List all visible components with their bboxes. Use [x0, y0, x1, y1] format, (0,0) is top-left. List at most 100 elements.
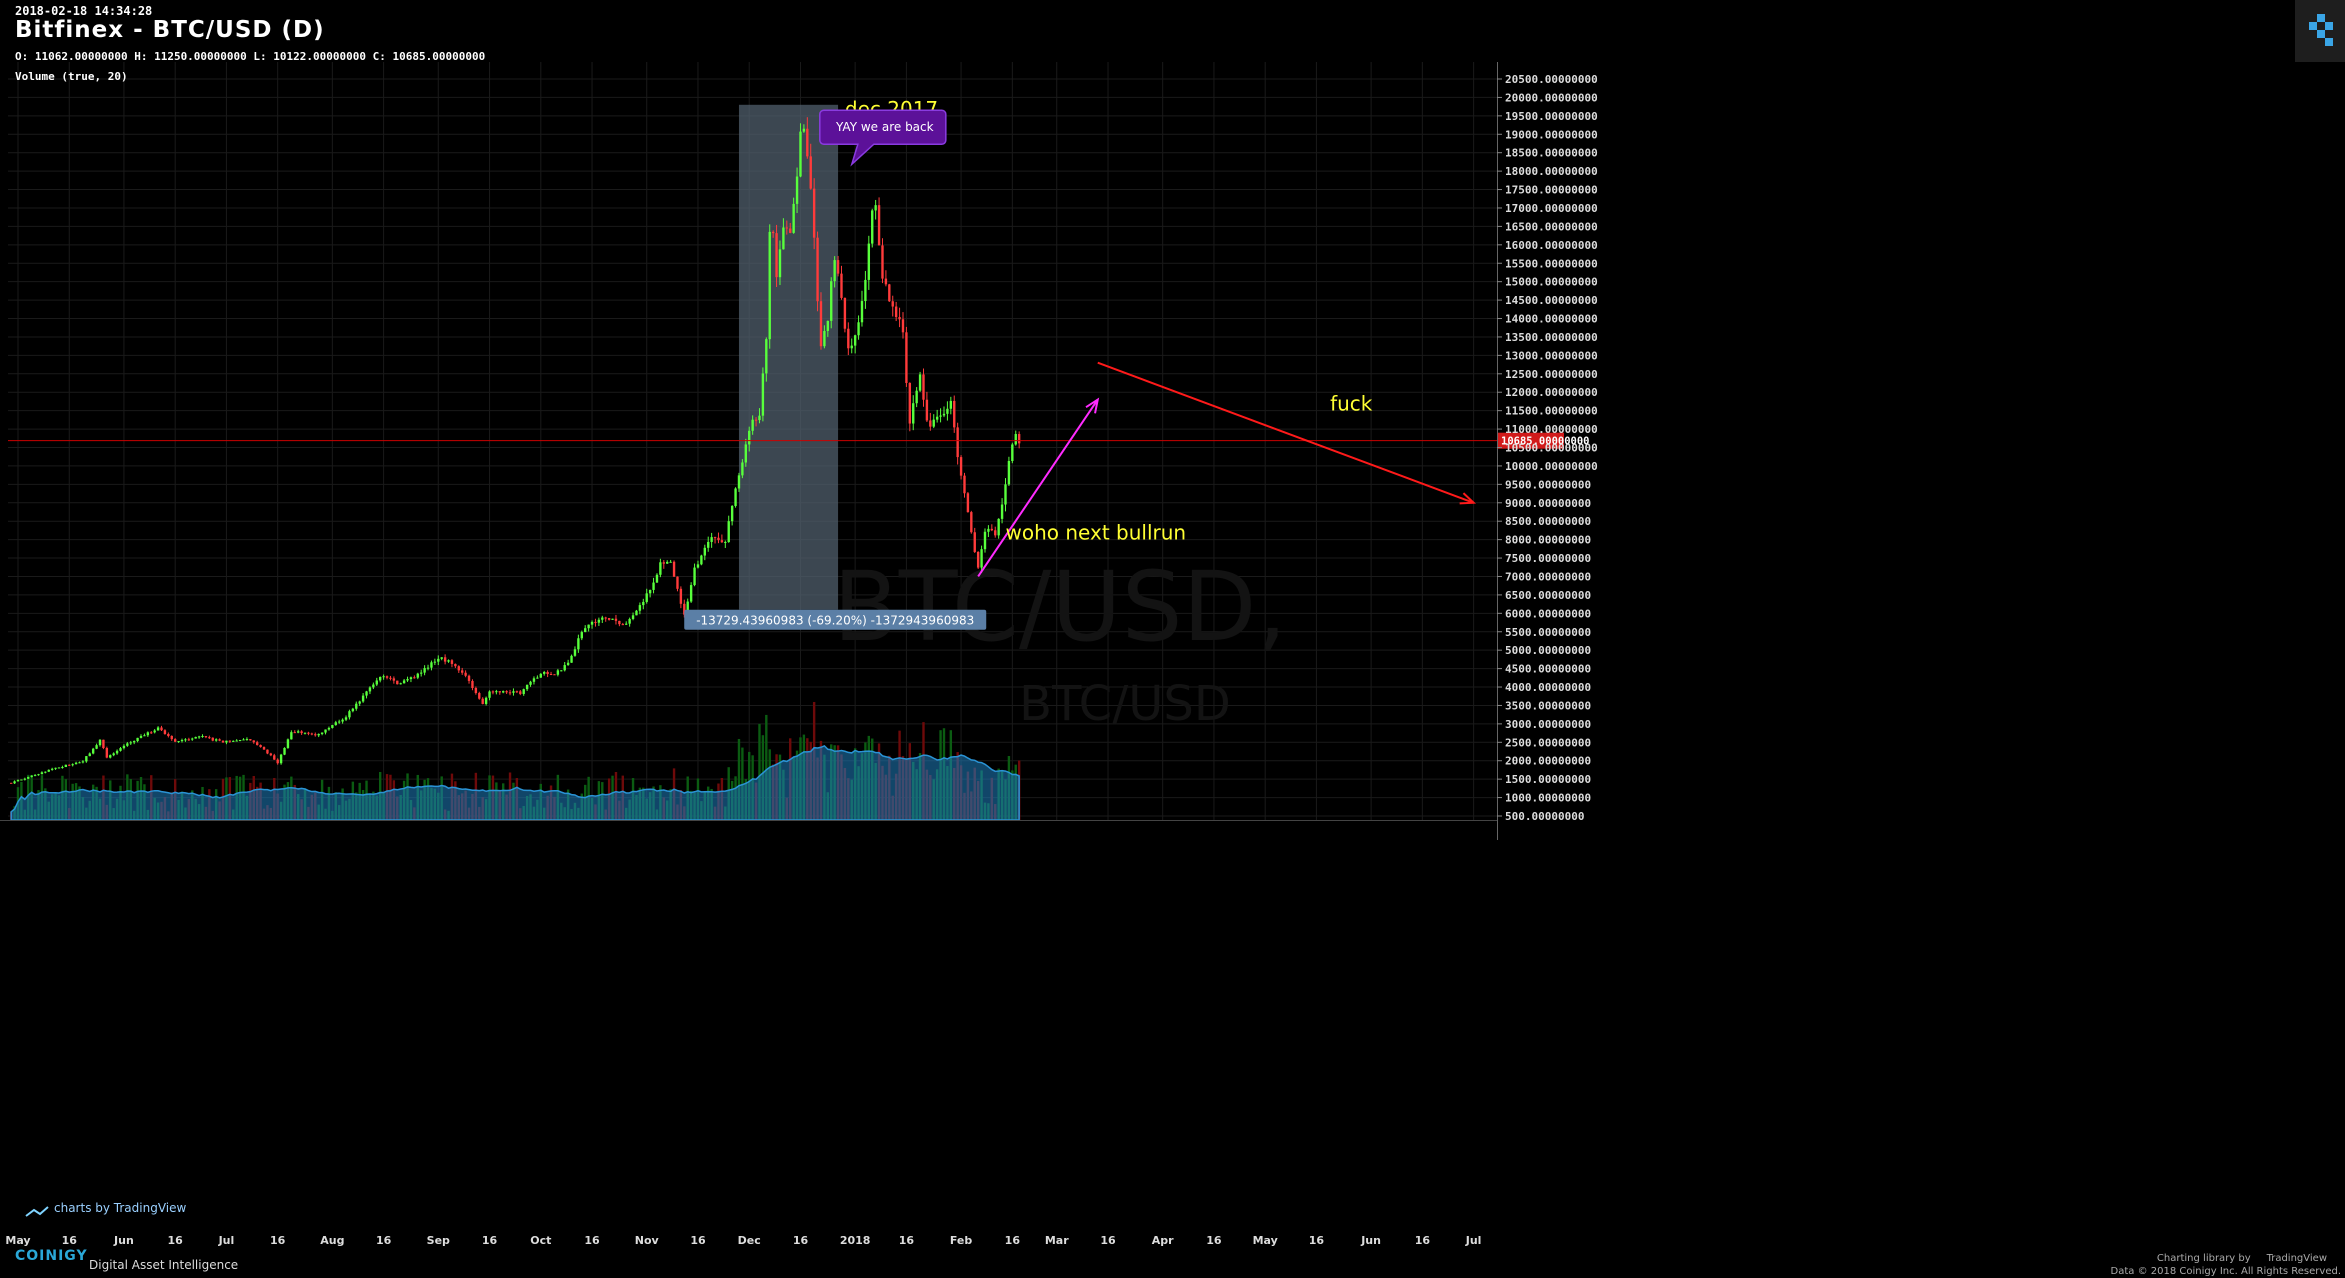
candle-body	[522, 689, 525, 694]
candle-body	[604, 617, 607, 619]
candle-body	[20, 779, 23, 781]
candle-body	[932, 419, 935, 427]
x-tick-label: Jun	[113, 1234, 134, 1247]
y-tick-label: 14000.00000000	[1505, 313, 1598, 326]
candle-body	[792, 203, 795, 233]
coinigy-brand[interactable]: COINIGY	[15, 1248, 88, 1264]
candle-body	[180, 740, 184, 742]
candle-body	[771, 231, 775, 234]
candle-body	[830, 281, 833, 321]
candle-body	[47, 769, 50, 772]
candle-body	[276, 759, 279, 764]
volume-bar	[737, 738, 741, 820]
candle-body	[324, 729, 327, 733]
volume-indicator-label[interactable]: Volume (true, 20)	[15, 70, 128, 83]
x-tick-label: May	[5, 1234, 30, 1247]
candle-body	[857, 322, 860, 336]
candle-body	[980, 549, 983, 568]
candle-body	[560, 670, 563, 672]
y-tick-label: 5500.00000000	[1505, 626, 1591, 639]
candle-body	[683, 603, 686, 615]
x-tick-label: 16	[168, 1234, 184, 1247]
charting-credit-label: Charting library by	[2156, 1253, 2251, 1264]
x-tick-label: 16	[793, 1234, 809, 1247]
charting-credit[interactable]: Charting library by TradingView	[2157, 1253, 2327, 1264]
volume-bar	[741, 747, 744, 820]
candle-body	[440, 657, 443, 659]
candle-body	[378, 676, 382, 681]
candle-body	[789, 228, 792, 233]
y-tick-label: 10000.00000000	[1505, 460, 1598, 473]
x-tick-label: 2018	[840, 1234, 871, 1247]
tradingview-icon	[25, 1206, 49, 1217]
candle-body	[413, 677, 416, 679]
x-tick-label: Aug	[320, 1234, 344, 1247]
candle-body	[700, 555, 703, 565]
x-tick-label: Mar	[1045, 1234, 1069, 1247]
candle-body	[317, 733, 320, 736]
callout-text: YAY we are back	[835, 120, 934, 134]
coinigy-logo-button[interactable]	[2295, 0, 2345, 62]
candle-body	[81, 761, 85, 763]
candle-body	[833, 260, 836, 282]
candle-body	[720, 540, 724, 543]
candle-body	[95, 745, 98, 749]
candle-body	[645, 593, 648, 602]
candle-body	[1011, 444, 1014, 461]
candle-body	[884, 278, 888, 285]
candle-body	[768, 231, 771, 340]
candle-body	[471, 680, 474, 688]
candle-body	[973, 532, 976, 552]
candle-body	[976, 551, 980, 568]
candle-body	[618, 620, 621, 625]
timestamp: 2018-02-18 14:34:28	[15, 4, 153, 18]
x-tick-label: Jul	[1465, 1234, 1482, 1247]
candle-body	[78, 762, 81, 764]
y-tick-label: 10500.00000000	[1505, 442, 1598, 455]
candle-body	[840, 273, 843, 298]
watermark-main: BTC/USD,	[833, 551, 1287, 663]
candle-body	[625, 623, 628, 625]
candle-body	[799, 131, 802, 177]
candle-body	[611, 618, 614, 620]
x-tick-label: Sep	[427, 1234, 450, 1247]
candle-body	[491, 691, 495, 693]
candle-body	[385, 676, 389, 678]
tradingview-name[interactable]: TradingView	[2266, 1253, 2327, 1264]
measure-label-bg	[684, 609, 987, 630]
candle-body	[956, 427, 959, 458]
candle-body	[126, 743, 129, 746]
candle-body	[211, 737, 214, 741]
y-tick-label: 6000.00000000	[1505, 607, 1591, 620]
candle-body	[802, 128, 806, 132]
candle-body	[167, 733, 170, 736]
candle-body	[293, 732, 296, 734]
candle-body	[389, 677, 392, 679]
y-tick-label: 2000.00000000	[1505, 755, 1591, 768]
candle-body	[464, 672, 467, 676]
candle-body	[871, 210, 874, 244]
callout-bubble	[819, 109, 947, 167]
y-tick-label: 18000.00000000	[1505, 165, 1598, 178]
tradingview-badge-label: charts by TradingView	[54, 1201, 186, 1215]
candle-body	[508, 692, 512, 694]
candle-body	[461, 670, 464, 673]
candle-body	[908, 382, 912, 424]
candle-body	[737, 475, 741, 489]
candle-body	[218, 739, 221, 741]
candle-body	[881, 245, 884, 279]
candle-body	[341, 719, 344, 722]
candle-body	[963, 475, 966, 494]
tradingview-badge: charts by TradingView	[25, 1201, 186, 1217]
candle-body	[283, 747, 286, 755]
candle-body	[409, 677, 413, 680]
ohlc-readout: O: 11062.00000000 H: 11250.00000000 L: 1…	[15, 50, 486, 63]
volume-bar	[765, 714, 768, 820]
candle-body	[912, 403, 915, 424]
candle-body	[925, 399, 929, 421]
candle-body	[252, 740, 255, 743]
candle-body	[279, 754, 283, 764]
candle-body	[689, 585, 693, 602]
candle-body	[33, 775, 37, 777]
